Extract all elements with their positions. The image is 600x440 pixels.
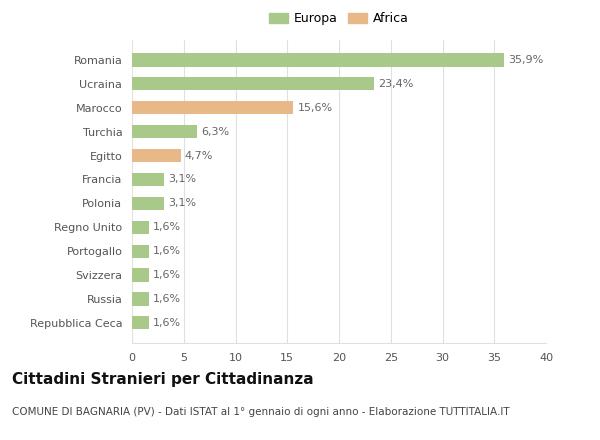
Text: 15,6%: 15,6%	[298, 103, 333, 113]
Bar	[132, 101, 293, 114]
Text: 1,6%: 1,6%	[152, 222, 181, 232]
Bar	[132, 77, 374, 91]
Bar	[132, 197, 164, 210]
Bar	[132, 221, 149, 234]
Bar	[132, 268, 149, 282]
Bar	[132, 53, 503, 66]
Bar	[132, 149, 181, 162]
Bar	[132, 173, 164, 186]
Text: COMUNE DI BAGNARIA (PV) - Dati ISTAT al 1° gennaio di ogni anno - Elaborazione T: COMUNE DI BAGNARIA (PV) - Dati ISTAT al …	[12, 407, 509, 417]
Legend: Europa, Africa: Europa, Africa	[269, 12, 409, 26]
Text: 3,1%: 3,1%	[168, 174, 196, 184]
Bar	[132, 292, 149, 305]
Bar	[132, 125, 197, 138]
Text: 1,6%: 1,6%	[152, 318, 181, 328]
Bar	[132, 316, 149, 330]
Text: 1,6%: 1,6%	[152, 294, 181, 304]
Text: 6,3%: 6,3%	[202, 127, 229, 137]
Bar	[132, 245, 149, 258]
Text: 3,1%: 3,1%	[168, 198, 196, 209]
Text: Cittadini Stranieri per Cittadinanza: Cittadini Stranieri per Cittadinanza	[12, 372, 314, 387]
Text: 1,6%: 1,6%	[152, 270, 181, 280]
Text: 1,6%: 1,6%	[152, 246, 181, 256]
Text: 23,4%: 23,4%	[379, 79, 414, 89]
Text: 35,9%: 35,9%	[508, 55, 543, 65]
Text: 4,7%: 4,7%	[185, 150, 213, 161]
